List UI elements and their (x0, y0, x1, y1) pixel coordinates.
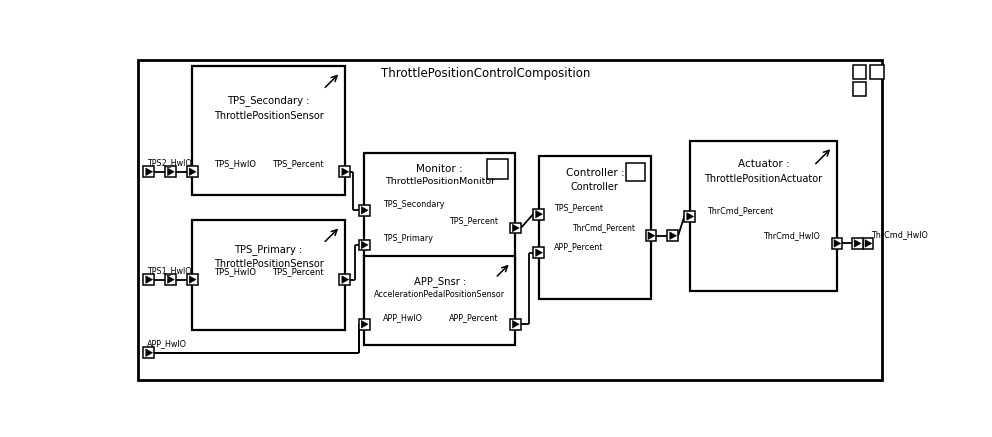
Polygon shape (854, 239, 861, 247)
Polygon shape (168, 276, 175, 284)
Text: Actuator :: Actuator : (738, 159, 790, 169)
Bar (165, 166, 176, 177)
Bar (359, 239, 370, 250)
Polygon shape (834, 239, 841, 247)
Text: TPS_HwIO: TPS_HwIO (214, 160, 256, 169)
Text: ThrCmd_Percent: ThrCmd_Percent (572, 223, 636, 232)
Bar (646, 230, 657, 241)
Text: TPS_Secondary :: TPS_Secondary : (227, 96, 310, 106)
Polygon shape (648, 232, 655, 239)
Bar (192, 66, 345, 195)
Polygon shape (361, 320, 368, 328)
Text: ThrottlePositionActuator: ThrottlePositionActuator (704, 174, 822, 184)
Bar (359, 205, 370, 216)
Text: Controller: Controller (570, 182, 619, 192)
Polygon shape (512, 320, 519, 328)
Text: TPS_Percent: TPS_Percent (449, 216, 498, 225)
Bar (144, 274, 154, 285)
Polygon shape (865, 239, 872, 247)
Text: TPS_Secondary: TPS_Secondary (383, 200, 444, 208)
Text: Controller :: Controller : (565, 168, 624, 178)
Bar (668, 230, 679, 241)
Bar (186, 274, 197, 285)
Polygon shape (168, 168, 175, 176)
Polygon shape (146, 276, 153, 284)
Bar (510, 319, 521, 329)
Text: APP_Snsr :: APP_Snsr : (414, 276, 466, 287)
Text: TPS_Percent: TPS_Percent (555, 204, 603, 212)
Bar (144, 347, 154, 358)
Polygon shape (361, 241, 368, 249)
Bar (689, 141, 837, 291)
Text: TPS_Percent: TPS_Percent (272, 267, 323, 276)
Text: ThrCmd_Percent: ThrCmd_Percent (706, 206, 773, 215)
Polygon shape (512, 224, 519, 232)
Polygon shape (189, 276, 196, 284)
Text: ThrCmd_HwIO: ThrCmd_HwIO (763, 231, 820, 240)
Text: TPS_Percent: TPS_Percent (272, 160, 323, 169)
Text: ThrottlePositionControlComposition: ThrottlePositionControlComposition (381, 67, 590, 80)
Bar (870, 65, 884, 79)
Polygon shape (536, 249, 543, 257)
Polygon shape (342, 168, 349, 176)
Polygon shape (536, 210, 543, 218)
Text: TPS_HwIO: TPS_HwIO (214, 267, 256, 276)
Text: ThrottlePositionMonitor: ThrottlePositionMonitor (385, 177, 495, 186)
Bar (863, 238, 873, 249)
Text: ThrottlePositionSensor: ThrottlePositionSensor (213, 111, 323, 121)
Bar (364, 153, 516, 318)
Text: APP_Percent: APP_Percent (449, 314, 498, 323)
Text: TPS_Primary: TPS_Primary (383, 234, 433, 243)
Text: TPS1_HwIO: TPS1_HwIO (147, 266, 191, 275)
Bar (534, 247, 544, 258)
Polygon shape (361, 206, 368, 214)
Text: TPS2_HwIO: TPS2_HwIO (147, 158, 192, 167)
Bar (186, 166, 197, 177)
Text: TPS_Primary :: TPS_Primary : (234, 244, 303, 255)
Bar (339, 166, 350, 177)
Polygon shape (342, 276, 349, 284)
Polygon shape (670, 232, 677, 239)
Text: AccelerationPedalPositionSensor: AccelerationPedalPositionSensor (374, 291, 505, 299)
Polygon shape (189, 168, 196, 176)
Bar (487, 159, 508, 179)
Text: ThrottlePositionSensor: ThrottlePositionSensor (213, 259, 323, 269)
Bar (359, 319, 370, 329)
Text: APP_HwIO: APP_HwIO (147, 339, 187, 348)
Bar (539, 156, 651, 299)
Bar (510, 222, 521, 233)
Text: APP_HwIO: APP_HwIO (383, 314, 423, 323)
Bar (364, 257, 516, 345)
Bar (192, 220, 345, 329)
Polygon shape (146, 349, 153, 357)
Bar (339, 274, 350, 285)
Text: Monitor :: Monitor : (417, 164, 463, 174)
Bar (626, 163, 645, 181)
Bar (852, 82, 866, 96)
Bar (534, 209, 544, 219)
Text: APP_Percent: APP_Percent (555, 242, 603, 251)
Bar (831, 238, 842, 249)
Polygon shape (686, 212, 693, 220)
Bar (852, 238, 863, 249)
Polygon shape (146, 168, 153, 176)
Bar (165, 274, 176, 285)
Bar (684, 211, 695, 222)
Bar (852, 65, 866, 79)
Bar (144, 166, 154, 177)
Text: ThrCmd_HwIO: ThrCmd_HwIO (871, 230, 928, 239)
